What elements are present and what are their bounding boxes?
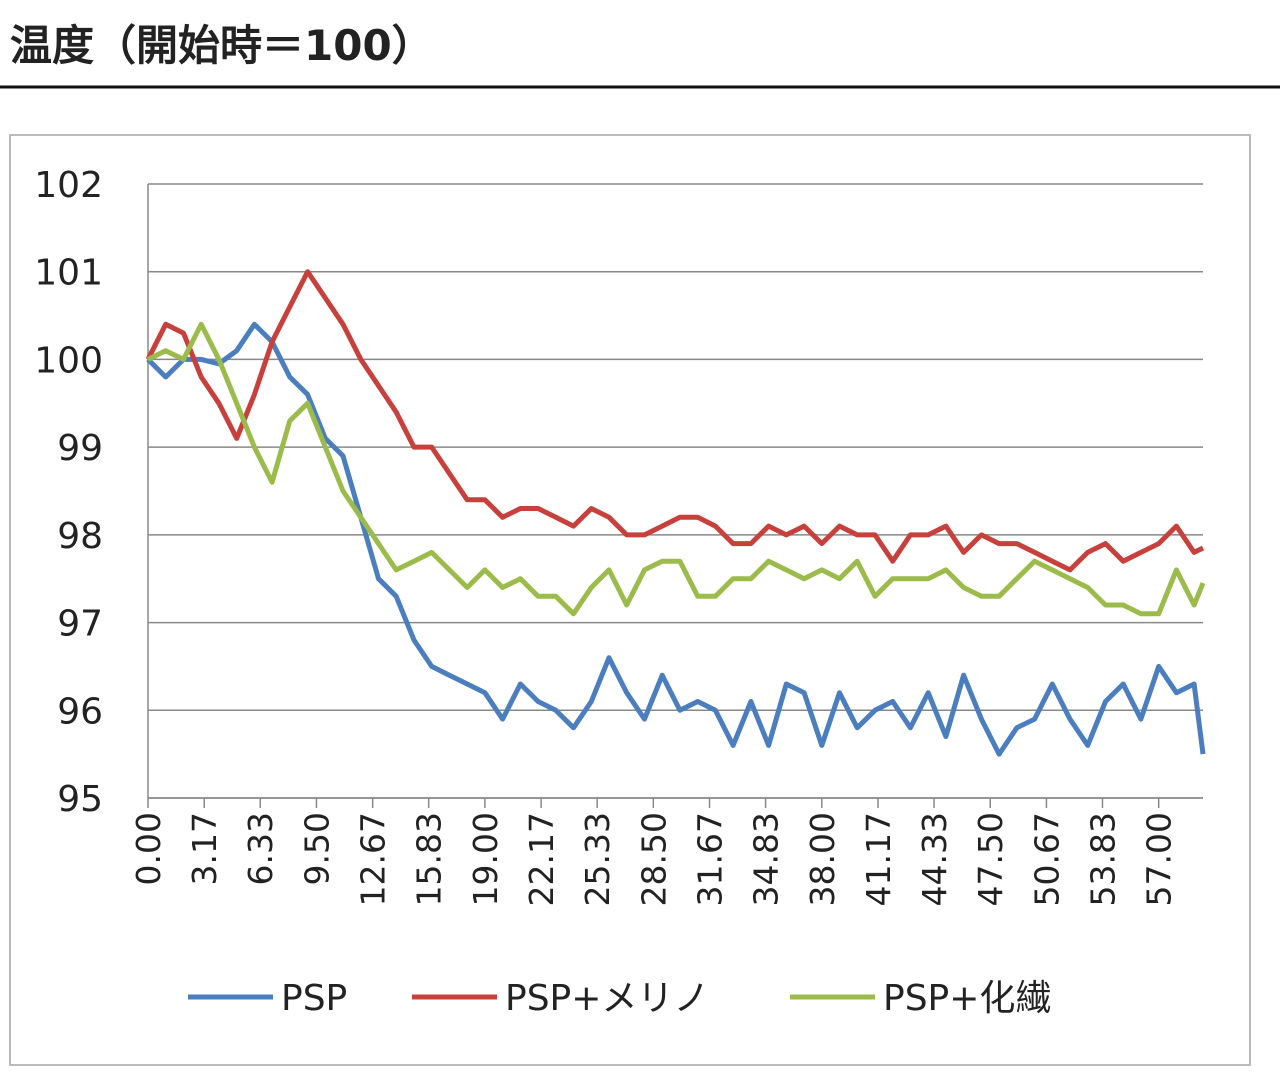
x-tick-label: 6.33 — [241, 812, 280, 885]
x-tick-label: 44.33 — [915, 812, 954, 906]
x-tick-label: 47.50 — [971, 812, 1010, 906]
x-tick-label: 53.83 — [1083, 812, 1122, 906]
x-tick-label: 19.00 — [466, 812, 505, 906]
y-tick-label: 98 — [57, 516, 103, 557]
y-tick-label: 100 — [34, 340, 103, 381]
y-tick-label: 96 — [57, 691, 103, 732]
y-tick-label: 97 — [57, 604, 103, 645]
y-tick-label: 99 — [57, 428, 103, 469]
y-tick-label: 95 — [57, 779, 103, 820]
x-tick-label: 38.00 — [803, 812, 842, 906]
series-line — [146, 321, 1206, 617]
series-line — [146, 321, 1206, 757]
x-tick-label: 0.00 — [129, 812, 168, 885]
x-tick-label: 15.83 — [410, 812, 449, 906]
series-line — [145, 269, 1205, 573]
x-tick-label: 22.17 — [522, 812, 561, 906]
chart-frame — [9, 134, 1251, 1066]
x-tick-label: 31.67 — [691, 812, 730, 906]
legend-label: PSP+化繊 — [883, 978, 1051, 1019]
x-tick-label: 28.50 — [634, 812, 673, 906]
x-tick-label: 34.83 — [747, 812, 786, 906]
chart-title: 温度（開始時＝100） — [10, 21, 434, 70]
y-tick-label: 101 — [34, 253, 103, 294]
x-tick-label: 57.00 — [1140, 812, 1179, 906]
x-tick-label: 3.17 — [185, 812, 224, 885]
legend-label: PSP+メリノ — [505, 978, 709, 1019]
x-tick-label: 41.17 — [859, 812, 898, 906]
x-tick-label: 9.50 — [297, 812, 336, 885]
x-tick-label: 12.67 — [354, 812, 393, 906]
x-tick-label: 50.67 — [1027, 812, 1066, 906]
legend-label: PSP — [281, 978, 347, 1019]
x-tick-label: 25.33 — [578, 812, 617, 906]
y-tick-label: 102 — [34, 165, 103, 206]
